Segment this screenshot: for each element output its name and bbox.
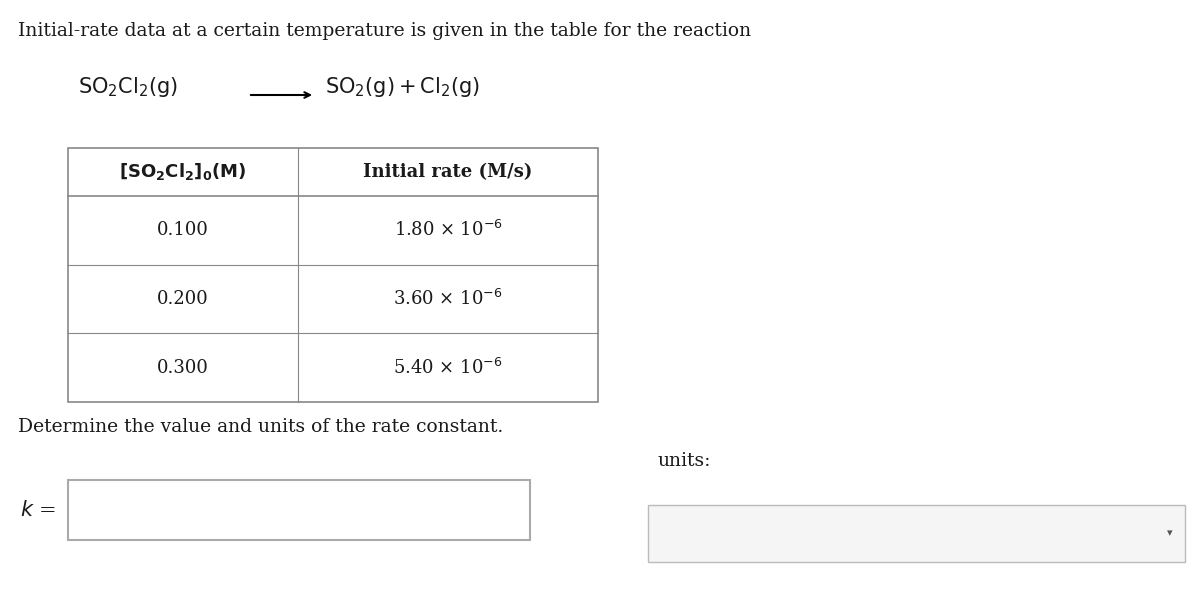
Text: $k$ =: $k$ = — [20, 500, 56, 520]
Text: 0.300: 0.300 — [157, 359, 209, 377]
Bar — [648, 505, 1186, 562]
Text: 1.80 × 10$^{-6}$: 1.80 × 10$^{-6}$ — [394, 220, 503, 240]
Text: 0.200: 0.200 — [157, 290, 209, 308]
Text: 5.40 × 10$^{-6}$: 5.40 × 10$^{-6}$ — [394, 358, 503, 378]
Text: Initial-rate data at a certain temperature is given in the table for the reactio: Initial-rate data at a certain temperatu… — [18, 22, 751, 40]
Text: $\mathrm{SO_2Cl_2(g)}$: $\mathrm{SO_2Cl_2(g)}$ — [78, 75, 178, 99]
Text: 0.100: 0.100 — [157, 222, 209, 240]
Text: 3.60 × 10$^{-6}$: 3.60 × 10$^{-6}$ — [394, 289, 503, 309]
Text: Determine the value and units of the rate constant.: Determine the value and units of the rat… — [18, 418, 503, 436]
Text: units:: units: — [658, 452, 712, 470]
Text: ▾: ▾ — [1168, 528, 1172, 539]
Text: Initial rate (M/s): Initial rate (M/s) — [364, 163, 533, 181]
Text: $\mathrm{SO_2(g) + Cl_2(g)}$: $\mathrm{SO_2(g) + Cl_2(g)}$ — [325, 75, 480, 99]
Text: $\mathbf{[SO_2Cl_2]_0(M)}$: $\mathbf{[SO_2Cl_2]_0(M)}$ — [119, 162, 247, 183]
